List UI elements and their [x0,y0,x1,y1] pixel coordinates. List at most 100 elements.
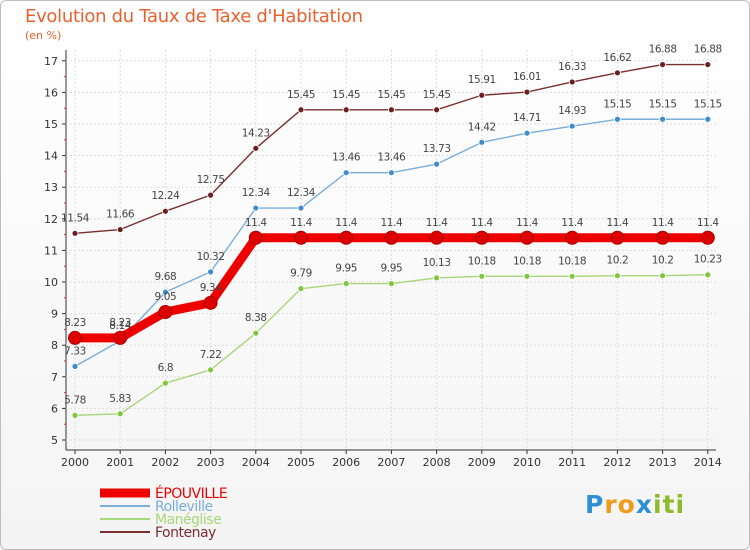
data-label: 8.23 [64,317,86,329]
data-label: 15.15 [603,98,631,110]
data-label: 15.45 [287,89,315,101]
data-point [71,411,79,419]
y-tick-label: 13 [44,181,58,194]
x-tick-label: 2014 [694,456,722,469]
data-label: 15.91 [468,74,496,86]
y-tick-label: 17 [44,55,58,68]
x-tick-label: 2000 [61,456,89,469]
data-point [659,115,666,123]
data-point [614,272,621,280]
data-label: 13.73 [423,143,451,155]
data-point [659,61,666,68]
data-label: 11.4 [245,217,267,229]
data-point [433,106,441,114]
data-label: 11.4 [290,217,312,229]
x-tick-label: 2008 [423,456,451,469]
data-point [614,115,621,123]
data-point [474,230,489,245]
x-tick-label: 2004 [242,456,270,469]
legend-label: Rolleville [155,499,213,515]
y-tick-label: 14 [44,150,58,163]
data-point [614,69,621,77]
data-point [342,280,350,287]
data-point [610,230,625,245]
data-label: 10.32 [197,251,225,263]
data-label: 11.4 [426,217,448,229]
data-point [387,106,395,114]
data-point [68,330,82,345]
data-point [297,285,305,293]
data-label: 10.2 [607,255,629,267]
data-label: 12.34 [242,187,271,199]
y-tick-label: 6 [51,402,58,415]
data-label: 11.4 [471,217,493,229]
data-point [568,272,576,280]
data-label: 15.45 [332,89,360,101]
data-point [252,144,260,152]
data-point [116,226,124,233]
data-label: 6.8 [158,362,174,374]
data-point [387,169,395,177]
data-label: 16.88 [694,44,722,56]
data-point [659,272,666,280]
data-label: 12.24 [151,190,180,202]
logo-letter: i [675,490,686,519]
data-point [158,305,173,320]
data-label: 7.33 [64,345,86,357]
data-label: 16.88 [649,44,677,56]
legend-label: Fontenay [155,525,216,541]
data-label: 14.23 [242,127,270,139]
data-label: 15.45 [423,89,451,101]
data-label: 11.4 [652,217,674,229]
x-tick-label: 2001 [106,456,134,469]
data-label: 13.46 [332,152,361,164]
data-point [252,204,260,212]
logo-letter: r [604,490,618,519]
data-point [478,272,486,280]
x-tick-label: 2010 [513,456,541,469]
y-tick-label: 16 [44,86,58,99]
data-label: 16.01 [513,71,541,83]
data-point [203,295,218,310]
data-point [71,229,79,237]
logo-letter: t [662,490,676,519]
data-point [478,91,486,99]
logo-letter: x [635,490,653,519]
y-tick-label: 10 [44,276,58,289]
data-label: 16.62 [603,52,631,64]
data-label: 8.38 [245,312,267,324]
data-point [339,230,354,245]
data-point [342,106,350,114]
data-point [294,230,308,245]
data-point [523,272,531,280]
data-label: 14.71 [513,112,541,124]
data-label: 9.05 [155,291,177,303]
data-point [342,169,350,177]
y-tick-label: 15 [44,118,58,131]
data-point [704,271,712,279]
data-point [565,230,580,245]
data-point [113,330,128,345]
data-label: 11.4 [561,217,583,229]
data-label: 9.79 [290,268,312,280]
data-point [161,207,169,215]
logo-letter: P [585,490,605,519]
data-label: 13.46 [377,152,406,164]
data-label: 16.33 [558,61,586,73]
x-tick-label: 2005 [287,456,315,469]
data-point [433,274,441,282]
data-label: 10.23 [694,254,722,266]
x-tick-label: 2002 [151,456,179,469]
data-label: 10.2 [652,255,674,267]
data-point [71,362,79,370]
data-point [523,129,531,137]
data-point [161,379,169,387]
data-point [252,329,260,337]
data-label: 11.4 [335,217,357,229]
data-label: 11.4 [516,217,538,229]
data-label: 8.14 [109,320,131,332]
data-label: 9.34 [200,282,222,294]
data-label: 15.15 [649,98,677,110]
x-tick-label: 2006 [332,456,360,469]
